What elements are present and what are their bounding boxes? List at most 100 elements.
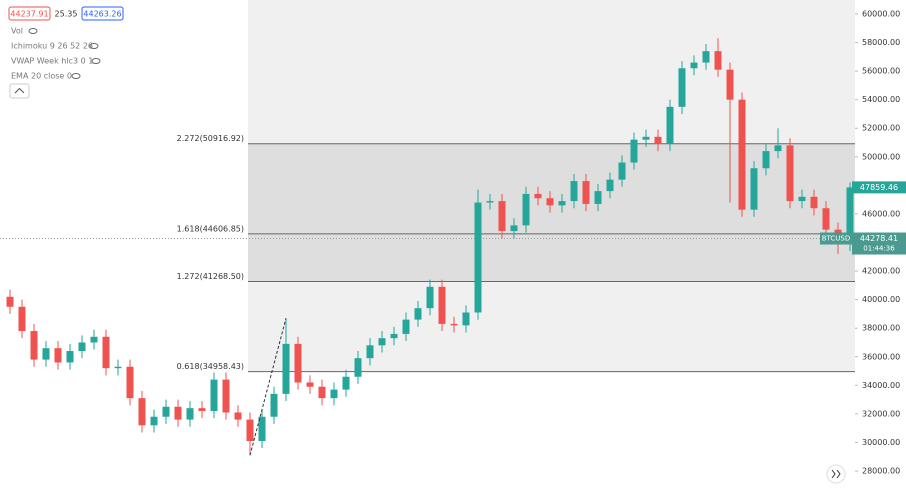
buy-price[interactable]: 44263.26 (83, 10, 121, 19)
countdown-label: 01:44:36 (863, 245, 895, 253)
last-price-label: 47859.46 (860, 183, 898, 192)
candle-body (318, 386, 326, 399)
indicator-label: EMA 20 close 0 (11, 72, 72, 81)
candle-body (138, 398, 146, 426)
candle-body (162, 406, 170, 417)
trend-line (249, 318, 287, 456)
current-price-label: 44278.41 (860, 234, 898, 243)
eye-icon[interactable] (71, 73, 81, 79)
candle-body (6, 296, 14, 307)
candle-body (498, 201, 506, 232)
spread: 25.35 (55, 10, 78, 19)
buy-box[interactable] (81, 6, 124, 21)
fib-label: 1.618(44606.85) (177, 224, 244, 233)
candle-body (210, 379, 218, 412)
candle-body (390, 333, 398, 339)
candle-body (270, 393, 278, 417)
y-tick-label: 42000.00 (862, 267, 900, 276)
candle-body (738, 99, 746, 210)
candle-body (246, 419, 254, 442)
indicator-label: Vol (11, 27, 23, 36)
candle-body (786, 145, 794, 202)
indicator-label: Ichimoku 9 26 52 26 (11, 42, 93, 51)
candle-body (774, 145, 782, 152)
candle-body (750, 168, 758, 210)
candle-body (330, 389, 338, 399)
candle-body (90, 336, 98, 343)
sell-price[interactable]: 44237.91 (10, 10, 48, 19)
candle-body (54, 348, 62, 363)
candle-body (450, 323, 458, 326)
candle-body (678, 68, 686, 107)
candle-body (798, 196, 806, 202)
y-tick-label: 38000.00 (862, 324, 900, 333)
fib-label: 0.618(34958.43) (177, 362, 244, 371)
eye-icon[interactable] (91, 58, 101, 64)
eye-icon[interactable] (28, 28, 38, 34)
symbol-tag (820, 232, 852, 245)
indicator-label: VWAP Week hlc3 0 1 (11, 57, 93, 66)
candle-body (342, 376, 350, 390)
sell-box[interactable] (8, 6, 51, 21)
candle-body (102, 336, 110, 369)
candle-body (294, 343, 302, 383)
candle-body (462, 312, 470, 326)
candle-body (378, 338, 386, 346)
candle-body (282, 343, 290, 394)
scroll-icon (831, 469, 841, 479)
y-tick-label: 50000.00 (862, 152, 900, 161)
y-tick-label: 34000.00 (862, 381, 900, 390)
candle-body (582, 181, 590, 204)
candle-body (642, 136, 650, 140)
candle-body (630, 139, 638, 163)
y-tick-label: 46000.00 (862, 209, 900, 218)
candle-body (522, 193, 530, 226)
y-tick-label: 52000.00 (862, 124, 900, 133)
candle-body (570, 181, 578, 202)
last-price-tag (852, 181, 906, 194)
fib-label: 1.272(41268.50) (177, 272, 244, 281)
candle-body (810, 196, 818, 209)
scroll-button[interactable] (826, 464, 846, 484)
candle-body (534, 193, 542, 199)
candle-body (354, 358, 362, 377)
candle-body (258, 416, 266, 442)
eye-icon[interactable] (89, 43, 99, 49)
candle-body (78, 342, 86, 352)
candle-body (66, 351, 74, 363)
candle-body (18, 306, 26, 332)
candle-body (510, 225, 518, 232)
candle-body (690, 62, 698, 69)
y-tick-label: 60000.00 (862, 9, 900, 18)
candle-body (474, 202, 482, 313)
candle-body (366, 345, 374, 359)
candle-body (174, 406, 182, 420)
candle-body (666, 106, 674, 144)
candle-body (762, 151, 770, 169)
candle-body (42, 348, 50, 360)
y-tick-label: 58000.00 (862, 38, 900, 47)
candle-body (198, 408, 206, 412)
candle-body (186, 408, 194, 420)
legend: 44237.91 25.35 44263.26 Vol Ichimoku 9 2… (8, 6, 124, 99)
candle-body (546, 198, 554, 206)
candle-body (702, 51, 710, 63)
candle-body (426, 286, 434, 309)
y-tick-label: 30000.00 (862, 438, 900, 447)
y-tick-label: 28000.00 (862, 467, 900, 476)
collapse-button[interactable] (9, 83, 30, 99)
y-tick-label: 56000.00 (862, 67, 900, 76)
candle-body (306, 382, 314, 387)
candle-body (846, 187, 854, 244)
candle-body (402, 319, 410, 334)
candle-body (654, 136, 662, 144)
collapse-icon (14, 87, 25, 94)
candle-body (30, 331, 38, 360)
candle-body (486, 201, 494, 203)
candle-body (234, 412, 242, 420)
candle-body (558, 201, 566, 206)
y-tick-label: 40000.00 (862, 295, 900, 304)
y-tick-label: 32000.00 (862, 409, 900, 418)
candle-body (126, 366, 134, 399)
